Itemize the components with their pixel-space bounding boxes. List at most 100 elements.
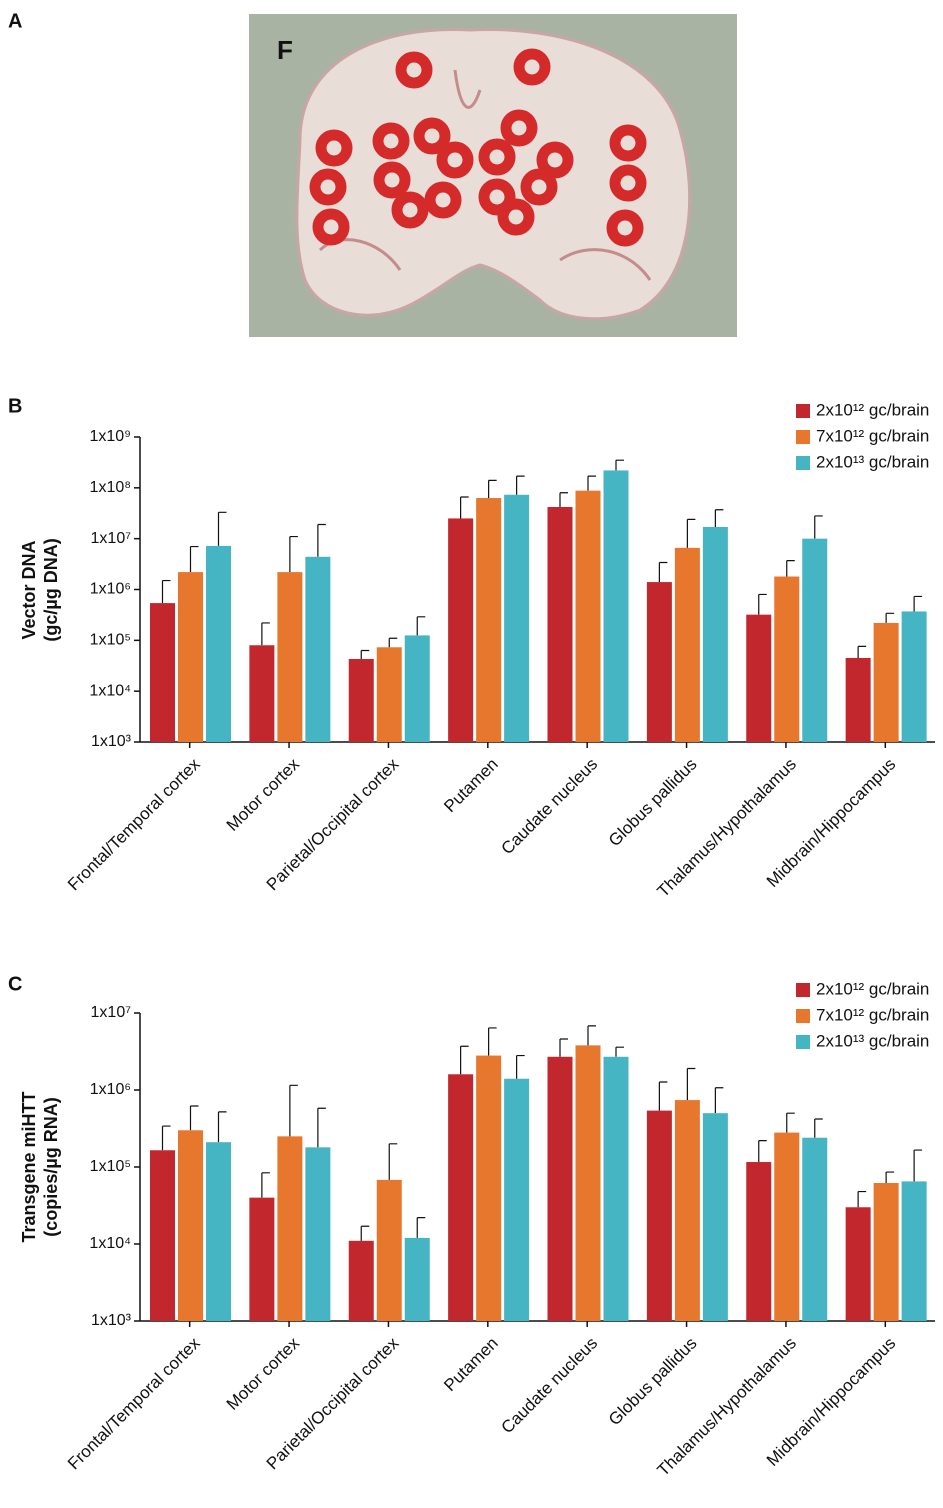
error-bar [615, 459, 624, 471]
y-tick-label: 1x10⁷ [91, 1004, 132, 1021]
bar [603, 470, 629, 742]
error-bar [913, 595, 923, 612]
error-bar [488, 479, 497, 499]
error-bar [388, 637, 398, 648]
bar [404, 635, 430, 742]
bar [674, 547, 700, 742]
y-tick-label: 1x10³ [91, 733, 132, 750]
error-bar [516, 1054, 525, 1079]
error-bar [217, 511, 227, 546]
error-bar [658, 1081, 668, 1111]
error-bar [714, 1087, 724, 1114]
bar [845, 657, 871, 742]
legend-label: 7x10¹² gc/brain [816, 1005, 929, 1024]
y-tick-label: 1x10⁸ [90, 479, 131, 496]
error-bar [658, 561, 668, 583]
bar [901, 611, 927, 742]
bar [504, 1078, 530, 1321]
bar [746, 1162, 772, 1321]
bar [575, 1045, 601, 1321]
y-tick-label: 1x10⁶ [90, 1081, 131, 1098]
bar [547, 506, 573, 742]
error-bar [460, 1045, 469, 1075]
y-tick-label: 1x10⁷ [91, 530, 132, 547]
bar [249, 1197, 275, 1321]
x-tick-label: Globus pallidus [605, 755, 701, 851]
x-tick-label: Frontal/Temporal cortex [64, 1333, 204, 1473]
y-tick-label: 1x10⁶ [90, 581, 131, 598]
bar [277, 1136, 303, 1321]
y-tick-label: 1x10⁴ [89, 1235, 131, 1252]
legend-swatch [796, 430, 810, 444]
legend-label: 2x10¹² gc/brain [816, 979, 929, 998]
error-bar [686, 1067, 696, 1101]
bar [646, 1110, 672, 1321]
error-bar [516, 475, 525, 495]
error-bar [360, 649, 370, 659]
legend-label: 2x10¹³ gc/brain [816, 452, 929, 471]
error-bar [857, 645, 867, 658]
x-tick-label: Caudate nucleus [498, 1334, 602, 1438]
error-bar [615, 1046, 624, 1057]
bar [178, 572, 203, 742]
error-bar [289, 1084, 298, 1137]
error-bar [913, 1149, 923, 1182]
bar [802, 538, 828, 742]
y-tick-label: 1x10⁹ [89, 428, 131, 445]
bar [249, 645, 275, 742]
bar [206, 1142, 231, 1321]
error-bar [714, 509, 724, 527]
y-axis-label: (copies/µg RNA) [41, 1097, 61, 1236]
bar [873, 1182, 899, 1321]
error-bar [786, 560, 795, 577]
bar [674, 1100, 700, 1321]
x-tick-label: Caudate nucleus [498, 755, 602, 859]
error-bar [786, 1112, 795, 1133]
x-tick-label: Motor cortex [223, 1333, 304, 1414]
error-bar [885, 612, 895, 623]
bar [150, 1150, 175, 1321]
legend-swatch [796, 1035, 810, 1049]
panel-label: A [8, 10, 22, 32]
error-bar [388, 1143, 398, 1180]
legend-label: 7x10¹² gc/brain [816, 426, 929, 445]
sampling-sites [309, 48, 647, 247]
error-bar [189, 1105, 199, 1131]
panel-label: C [8, 973, 22, 995]
x-tick-label: Motor cortex [223, 754, 304, 835]
bar [206, 545, 231, 742]
bar [901, 1181, 927, 1321]
bar [873, 622, 899, 742]
bar [277, 572, 303, 742]
y-tick-label: 1x10⁴ [89, 682, 131, 699]
error-bar [261, 1172, 270, 1198]
bar [476, 1055, 502, 1321]
bar [448, 1074, 474, 1321]
error-bar [317, 523, 326, 557]
bar [774, 1132, 800, 1321]
error-bar [857, 1190, 867, 1208]
panel-label: B [8, 395, 22, 417]
y-axis-label: (gc/µg DNA) [41, 538, 61, 641]
legend-label: 2x10¹² gc/brain [816, 400, 929, 419]
error-bar [189, 545, 199, 573]
bar [348, 658, 374, 742]
y-tick-label: 1x10³ [91, 1312, 132, 1329]
y-tick-label: 1x10⁵ [90, 632, 131, 649]
legend-label: 2x10¹³ gc/brain [816, 1031, 929, 1050]
y-axis-label: Transgene miHTT [19, 1091, 39, 1242]
bar [476, 498, 502, 742]
bar [305, 1147, 331, 1321]
legend-swatch [796, 404, 810, 418]
error-bar [217, 1111, 227, 1143]
legend-swatch [796, 1009, 810, 1023]
error-bar [289, 535, 298, 573]
x-tick-label: Frontal/Temporal cortex [64, 754, 204, 894]
legend-swatch [796, 456, 810, 470]
bar [702, 1113, 728, 1321]
y-axis-label: Vector DNA [19, 540, 39, 639]
error-bar [416, 616, 426, 636]
bar [376, 647, 402, 742]
bar [547, 1056, 573, 1321]
